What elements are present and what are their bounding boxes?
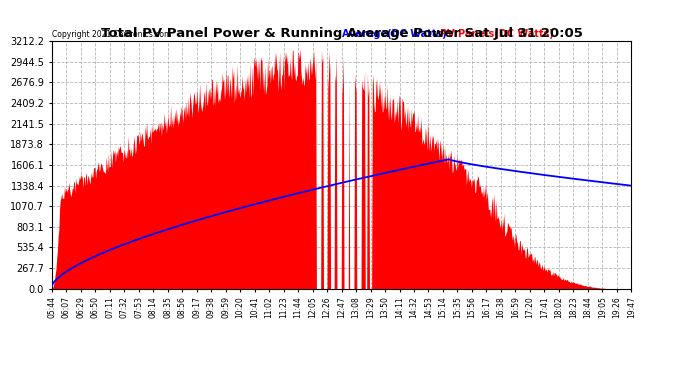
Text: Average(DC Watts): Average(DC Watts) bbox=[342, 29, 446, 39]
Text: Copyright 2021 Cartronics.com: Copyright 2021 Cartronics.com bbox=[52, 30, 171, 39]
Title: Total PV Panel Power & Running Average Power Sat Jul 31 20:05: Total PV Panel Power & Running Average P… bbox=[101, 27, 582, 40]
Text: PV Panels(DC Watts): PV Panels(DC Watts) bbox=[440, 29, 554, 39]
